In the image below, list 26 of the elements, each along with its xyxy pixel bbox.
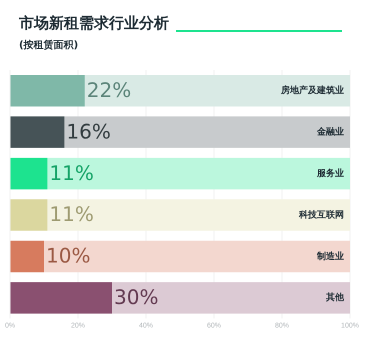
bar (47, 199, 350, 231)
y-tick-label: 制造业 (316, 250, 344, 262)
bar (64, 116, 350, 148)
y-tick-label: 科技互联网 (298, 209, 344, 220)
bar (112, 282, 350, 314)
y-tick-label: 服务业 (316, 168, 344, 179)
data-label: 11% (49, 202, 94, 226)
data-label: 10% (46, 244, 90, 268)
bar (47, 158, 350, 190)
bar (10, 116, 64, 148)
chart-subtitle: (按租赁面积) (19, 38, 78, 52)
data-label: 30% (114, 285, 158, 310)
bar (10, 282, 112, 314)
y-tick-label: 其他 (325, 292, 345, 304)
bar (44, 240, 350, 272)
bar (10, 158, 48, 190)
data-label: 22% (86, 78, 132, 102)
data-label: 16% (66, 119, 111, 144)
bar (10, 74, 85, 106)
y-tick-label: 金融业 (316, 126, 344, 138)
chart-title: 市场新租需求行业分析 (19, 14, 169, 33)
bar (10, 240, 44, 272)
data-label: 11% (49, 160, 94, 185)
bar (84, 74, 350, 106)
bar (10, 199, 48, 231)
y-tick-label: 房地产及建筑业 (280, 85, 344, 96)
